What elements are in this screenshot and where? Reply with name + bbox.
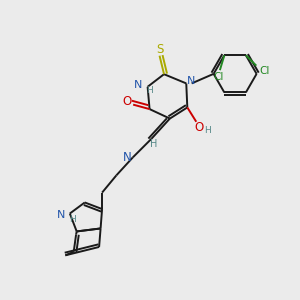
Text: N: N [134, 80, 142, 90]
Text: H: H [204, 126, 211, 135]
Text: N: N [123, 151, 132, 164]
Text: N: N [57, 210, 66, 220]
Text: O: O [194, 121, 203, 134]
Text: H: H [150, 139, 158, 149]
Text: H: H [146, 86, 153, 95]
Text: Cl: Cl [213, 72, 224, 82]
Text: N: N [187, 76, 195, 86]
Text: Cl: Cl [260, 66, 270, 76]
Text: H: H [69, 215, 76, 224]
Text: S: S [156, 43, 163, 56]
Text: O: O [122, 95, 131, 108]
